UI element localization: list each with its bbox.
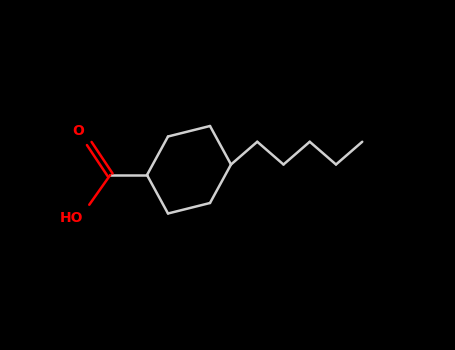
Text: O: O: [72, 124, 84, 138]
Text: HO: HO: [60, 211, 84, 225]
